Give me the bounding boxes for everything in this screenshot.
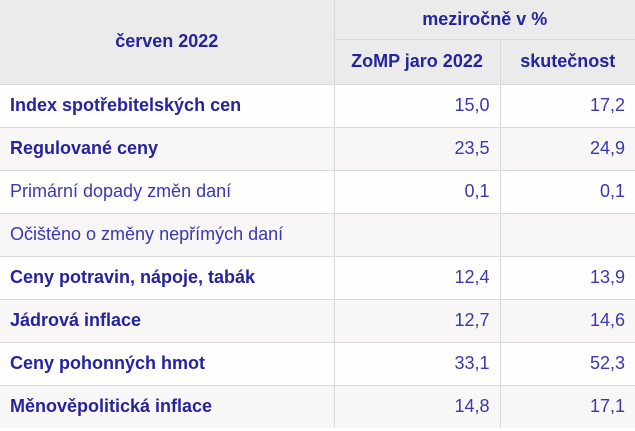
row-label: Primární dopady změn daní xyxy=(0,169,335,214)
table-row: Jádrová inflace 12,7 14,6 xyxy=(0,298,635,343)
row-label: Index spotřebitelských cen xyxy=(0,83,335,128)
row-label: Měnověpolitická inflace xyxy=(0,384,335,429)
row-label: Jádrová inflace xyxy=(0,298,335,343)
table-row: Regulované ceny 23,5 24,9 xyxy=(0,126,635,171)
table-row: Očištěno o změny nepřímých daní xyxy=(0,212,635,257)
row-value-zomp: 33,1 xyxy=(333,341,501,386)
table-row: Ceny pohonných hmot 33,1 52,3 xyxy=(0,341,635,386)
row-label: Očištěno o změny nepřímých daní xyxy=(0,212,335,257)
table-row: Primární dopady změn daní 0,1 0,1 xyxy=(0,169,635,214)
table-row: Ceny potravin, nápoje, tabák 12,4 13,9 xyxy=(0,255,635,300)
group-header-mezirocne: meziročně v % xyxy=(333,0,635,40)
column-header-zomp-jaro-2022: ZoMP jaro 2022 xyxy=(333,38,501,85)
column-header-skutecnost: skutečnost xyxy=(499,38,635,85)
row-label: Ceny pohonných hmot xyxy=(0,341,335,386)
row-value-skutecnost: 0,1 xyxy=(499,169,635,214)
row-value-zomp: 23,5 xyxy=(333,126,501,171)
row-label: Ceny potravin, nápoje, tabák xyxy=(0,255,335,300)
row-value-zomp: 15,0 xyxy=(333,83,501,128)
row-value-zomp xyxy=(333,212,501,257)
row-value-skutecnost: 17,2 xyxy=(499,83,635,128)
row-value-skutecnost: 13,9 xyxy=(499,255,635,300)
table-row: Index spotřebitelských cen 15,0 17,2 xyxy=(0,83,635,128)
table-body: Index spotřebitelských cen 15,0 17,2 Reg… xyxy=(0,83,635,429)
row-value-skutecnost: 24,9 xyxy=(499,126,635,171)
row-value-skutecnost: 14,6 xyxy=(499,298,635,343)
table-row: Měnověpolitická inflace 14,8 17,1 xyxy=(0,384,635,429)
row-value-zomp: 12,7 xyxy=(333,298,501,343)
row-value-skutecnost xyxy=(499,212,635,257)
corner-header-cerven-2022: červen 2022 xyxy=(0,0,335,85)
row-value-zomp: 12,4 xyxy=(333,255,501,300)
header-row-group: červen 2022 meziročně v % xyxy=(0,0,635,85)
row-value-skutecnost: 52,3 xyxy=(499,341,635,386)
table-header: červen 2022 meziročně v % ZoMP jaro 2022… xyxy=(0,0,635,85)
row-value-zomp: 14,8 xyxy=(333,384,501,429)
row-label: Regulované ceny xyxy=(0,126,335,171)
row-value-skutecnost: 17,1 xyxy=(499,384,635,429)
row-value-zomp: 0,1 xyxy=(333,169,501,214)
